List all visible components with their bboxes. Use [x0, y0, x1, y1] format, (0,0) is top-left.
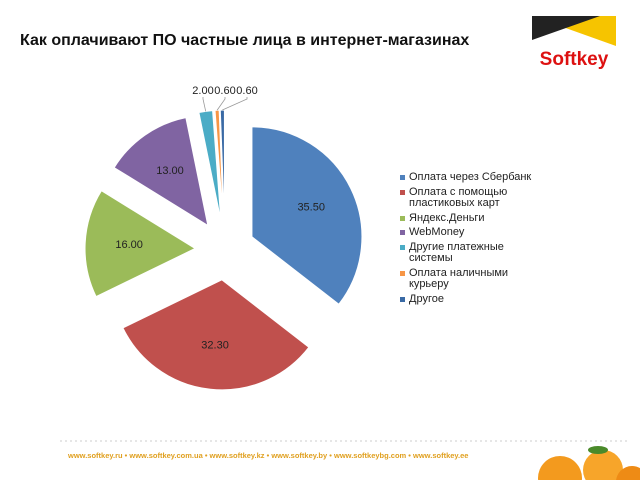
footer-text: www.softkey.ru • www.softkey.com.ua • ww… [67, 451, 468, 460]
orange [616, 466, 640, 480]
legend-label: Оплата с помощью пластиковых карт [409, 185, 508, 209]
legend-label: WebMoney [409, 226, 465, 238]
orange [538, 456, 582, 480]
pie-slice [122, 279, 310, 391]
logo: Softkey [530, 14, 618, 74]
legend-label: Оплата через Сбербанк [409, 171, 532, 183]
pie-slice [84, 190, 197, 298]
legend-item: Яндекс.Деньги [400, 211, 538, 225]
leaf [588, 446, 608, 454]
legend-marker [400, 230, 405, 235]
legend-item: Другое [400, 292, 538, 306]
legend-marker [400, 244, 405, 250]
oranges [538, 446, 640, 480]
data-label: 2.00 [192, 85, 213, 97]
legend-item: Другие платежные системы [400, 240, 538, 265]
data-label: 35.50 [297, 202, 325, 214]
logo-text: Softkey [540, 49, 609, 70]
legend-label: Другое [409, 292, 444, 305]
chart-title: Как оплачивают ПО частные лица в интерне… [20, 32, 469, 49]
pie-slice [251, 126, 363, 305]
legend-item: Оплата через Сбербанк [400, 171, 538, 184]
pie-slice [113, 117, 209, 227]
data-label: 0.60 [214, 85, 235, 97]
legend-label: Оплата наличными курьеру [409, 266, 509, 290]
leader-line [222, 97, 248, 111]
legend-label: Яндекс.Деньги [409, 211, 485, 224]
pie-slice [198, 110, 222, 221]
data-label: 16.00 [115, 239, 143, 251]
legend-item: WebMoney [400, 226, 538, 239]
orange [583, 450, 623, 480]
leader-line [202, 97, 207, 112]
legend-marker [400, 189, 405, 195]
data-label: 32.30 [201, 339, 229, 351]
legend: Оплата через Сбербанк Оплата с помощью пл… [400, 171, 538, 308]
legend-item: Оплата с помощью пластиковых карт [400, 185, 538, 210]
legend-label: Другие платежные системы [409, 240, 504, 264]
data-label: 0.60 [236, 85, 257, 97]
legend-marker [400, 215, 405, 221]
logo-shape [532, 16, 600, 40]
data-label: 13.00 [156, 165, 184, 177]
legend-marker [400, 296, 405, 302]
leader-line [216, 97, 226, 111]
legend-item: Оплата наличными курьеру [400, 266, 538, 291]
legend-marker [400, 175, 405, 180]
legend-marker [400, 270, 405, 276]
